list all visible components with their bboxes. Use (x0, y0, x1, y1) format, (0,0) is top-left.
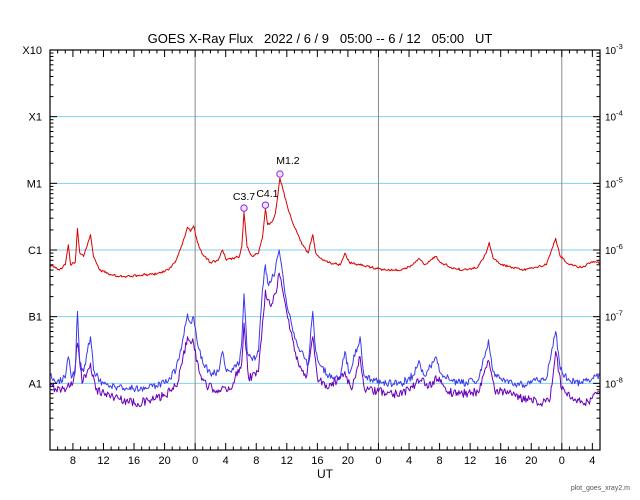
flux-power-label: 10-4 (605, 109, 623, 124)
flux-class-label: B1 (29, 312, 42, 324)
x-tick-labels: 8 12 16 20 0 4 8 12 16 20 0 4 8 12 16 20 0 4 (70, 455, 596, 467)
flux-class-label: X1 (29, 112, 42, 124)
flare-label: C3.7 (233, 191, 255, 203)
flux-power-label: 10-6 (605, 242, 623, 257)
flare-peak-marker (261, 201, 270, 209)
x-tick-label: 0 (192, 455, 198, 467)
flux-power-label: 10-5 (605, 175, 623, 190)
right-axis-labels: 10-3 10-4 10-5 10-6 10-7 10-8 (605, 42, 623, 390)
series-blue-short-channel (49, 249, 601, 393)
x-tick-label: 12 (464, 455, 476, 467)
x-tick-label: 16 (495, 455, 507, 467)
flare-label: M1.2 (276, 155, 300, 167)
flux-class-label: M1 (27, 178, 42, 190)
x-tick-label: 20 (158, 455, 170, 467)
x-tick-label: 0 (375, 455, 381, 467)
x-tick-label: 4 (406, 455, 412, 467)
x-axis-label: UT (317, 467, 333, 481)
horizontal-grid-lines (50, 116, 600, 384)
flux-series (49, 177, 601, 408)
flare-peak-marker (276, 170, 284, 178)
plot-watermark: plot_goes_xray2.m (570, 485, 630, 492)
x-tick-label: 4 (223, 455, 229, 467)
axis-ticks (49, 49, 601, 451)
x-tick-label: 20 (342, 455, 354, 467)
x-tick-label: 0 (559, 455, 565, 467)
x-tick-label: 4 (589, 455, 595, 467)
flare-peak-marker (240, 204, 248, 212)
x-tick-label: 8 (253, 455, 259, 467)
chart-title: GOES X-Ray Flux 2022 / 6 / 9 05:00 -- 6 … (147, 31, 493, 46)
x-tick-label: 16 (128, 455, 140, 467)
flux-class-label: A1 (29, 378, 42, 390)
x-tick-label: 12 (97, 455, 109, 467)
x-tick-label: 12 (281, 455, 293, 467)
left-axis-labels: X10 X1 M1 C1 B1 A1 (22, 45, 42, 390)
x-tick-label: 20 (525, 455, 537, 467)
x-tick-label: 16 (311, 455, 323, 467)
flare-label: C4.1 (256, 188, 278, 200)
flux-power-label: 10-7 (605, 309, 623, 324)
flux-power-label: 10-3 (605, 42, 623, 57)
flare-annotations: C3.7 C4.1 M1.2 (233, 155, 300, 212)
x-tick-label: 8 (70, 455, 76, 467)
flux-class-label: X10 (22, 45, 42, 57)
series-purple-short-channel (49, 272, 601, 408)
x-tick-label: 8 (437, 455, 443, 467)
flux-power-label: 10-8 (605, 375, 623, 390)
flux-class-label: C1 (28, 245, 42, 257)
series-red-long-channel (49, 177, 601, 278)
